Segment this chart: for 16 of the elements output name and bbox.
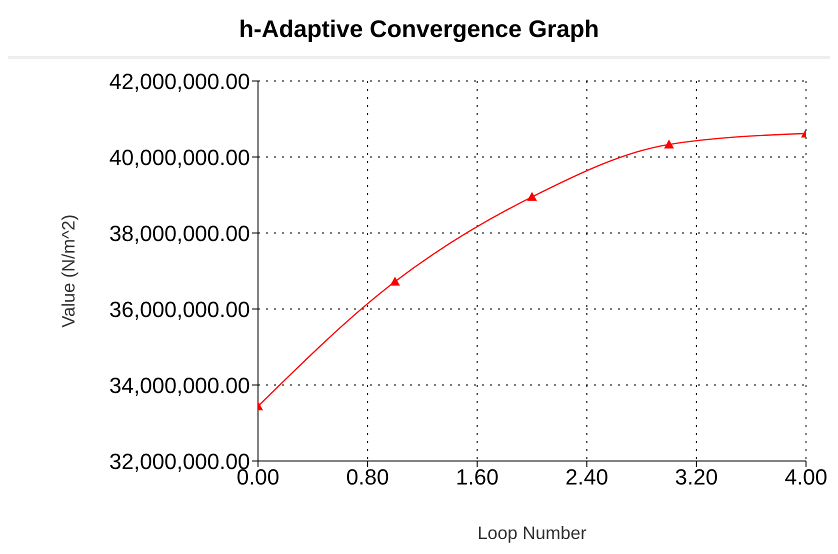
chart-title: h-Adaptive Convergence Graph — [8, 8, 830, 59]
y-tick-label: 40,000,000.00 — [109, 144, 250, 170]
x-tick-label: 3.20 — [674, 464, 718, 490]
y-tick-label: 36,000,000.00 — [109, 296, 250, 322]
x-tick-label: 0.80 — [346, 464, 390, 490]
y-tick-label: 38,000,000.00 — [109, 220, 250, 246]
x-axis-title: Loop Number — [477, 523, 587, 543]
point — [390, 276, 400, 286]
y-axis-title: Value (N/m^2) — [58, 214, 78, 328]
x-tick-label: 4.00 — [784, 464, 828, 490]
y-tick-label: 42,000,000.00 — [109, 68, 250, 94]
y-tick-label: 34,000,000.00 — [109, 372, 250, 398]
x-tick-label: 2.40 — [565, 464, 608, 490]
x-tick-label: 1.60 — [456, 464, 499, 490]
point — [664, 139, 674, 148]
point — [527, 192, 537, 201]
